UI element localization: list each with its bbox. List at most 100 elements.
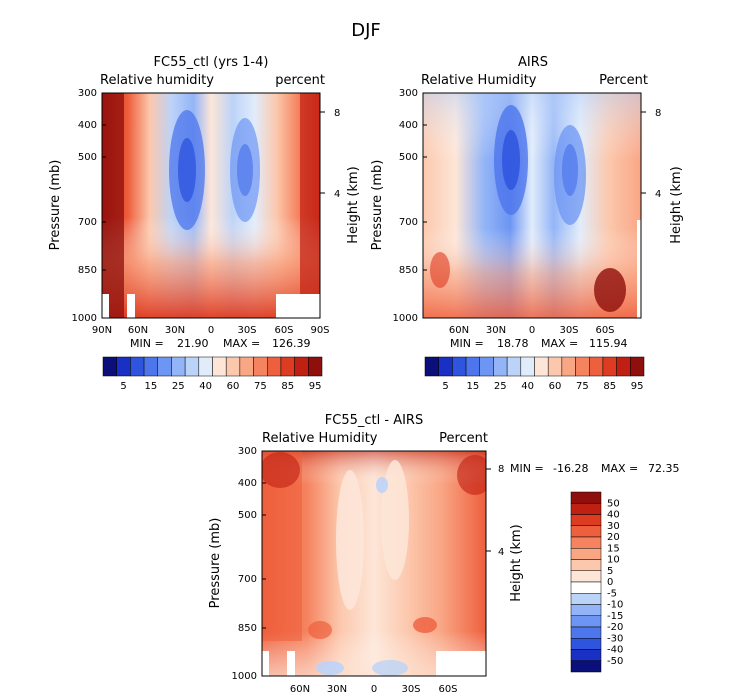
- colorbar-swatch: [570, 593, 602, 605]
- colorbar-swatch: [561, 356, 576, 377]
- panel-difference: FC55_ctl - AIRS Relative Humidity Percen…: [208, 413, 680, 695]
- colorbar-label: 15: [467, 381, 480, 392]
- panel-a-min-value: 21.90: [177, 337, 209, 350]
- colorbar-label: 95: [309, 381, 322, 392]
- panel-c-xtick: 0: [371, 684, 377, 695]
- panel-a-xtick: 60N: [128, 325, 148, 336]
- colorbar-swatch: [570, 649, 602, 661]
- panel-a-frame: [101, 92, 321, 319]
- colorbar-label: 5: [120, 381, 126, 392]
- panel-c-xtick: 60S: [438, 684, 457, 695]
- panel-a-ytick: 500: [78, 152, 97, 163]
- colorbar-label: 95: [631, 381, 644, 392]
- colorbar-swatch: [116, 356, 131, 377]
- colorbar-label: 75: [254, 381, 267, 392]
- panel-a-ytick: 1000: [72, 313, 97, 324]
- panel-c-ytick: 400: [238, 478, 257, 489]
- panel-c-max-label: MAX =: [601, 462, 638, 475]
- colorbar-label: 30: [607, 521, 620, 532]
- colorbar-swatch: [452, 356, 467, 377]
- panel-c-ytick: 300: [238, 446, 257, 457]
- panel-a-colorbar: 5 15 25 40 60 75 85 95: [102, 356, 323, 392]
- colorbar-swatch: [570, 615, 602, 628]
- panel-a-ytick-right: 8: [334, 108, 340, 119]
- panel-a-x-axis: 90N 60N 30N 0 30S 60S 90S: [92, 325, 330, 336]
- colorbar-label: 5: [442, 381, 448, 392]
- colorbar-swatch: [630, 356, 645, 377]
- panel-a-ytick: 300: [78, 88, 97, 99]
- colorbar-label: -20: [607, 622, 623, 633]
- panel-c-frame: [261, 450, 487, 677]
- panel-c-subtitle-left: Relative Humidity: [262, 431, 378, 446]
- colorbar-swatch: [570, 548, 602, 560]
- panel-b-x-axis: 60N 30N 0 30S 60S: [449, 325, 615, 336]
- panel-a-subtitle-left: Relative humidity: [100, 73, 214, 88]
- panel-a-xtick: 90S: [310, 325, 329, 336]
- panel-b-subtitle-right: Percent: [599, 73, 648, 88]
- panel-a-ylabel-right: Height (km): [346, 166, 361, 243]
- colorbar-label: -15: [607, 611, 623, 622]
- panel-a-ytick-right: 4: [334, 189, 340, 200]
- colorbar-swatch: [493, 356, 508, 377]
- panel-b-max-value: 115.94: [589, 337, 628, 350]
- colorbar-swatch: [520, 356, 535, 377]
- colorbar-swatch: [438, 356, 453, 377]
- colorbar-label: 75: [576, 381, 589, 392]
- colorbar-swatch: [308, 356, 323, 377]
- panel-a-max-value: 126.39: [272, 337, 311, 350]
- colorbar-swatch: [253, 356, 268, 377]
- panel-c-xtick: 60N: [290, 684, 310, 695]
- colorbar-swatch: [570, 559, 602, 571]
- panel-b-ytick: 1000: [393, 313, 418, 324]
- panel-b-ytick: 500: [399, 152, 418, 163]
- colorbar-swatch: [570, 626, 602, 639]
- panel-b-title: AIRS: [518, 55, 548, 70]
- panel-b-xtick: 60S: [595, 325, 614, 336]
- panel-b-ytick: 300: [399, 88, 418, 99]
- colorbar-label: 85: [281, 381, 294, 392]
- panel-c-y-axis: 300 400 500 700 850 1000: [232, 446, 266, 682]
- panel-c-xtick: 30S: [401, 684, 420, 695]
- colorbar-swatch: [547, 356, 563, 377]
- panel-a-y-axis: 300 400 500 700 850 1000: [72, 88, 106, 324]
- colorbar-swatch: [171, 356, 186, 377]
- colorbar-label: 15: [145, 381, 158, 392]
- colorbar-swatch: [570, 503, 602, 515]
- colorbar-swatch: [575, 356, 590, 377]
- panel-b-min-value: 18.78: [497, 337, 529, 350]
- colorbar-label: 40: [607, 510, 620, 521]
- panel-b-ylabel: Pressure (mb): [370, 160, 385, 251]
- colorbar-swatch: [225, 356, 241, 377]
- panel-b-min-label: MIN =: [450, 337, 484, 350]
- colorbar-label: 15: [607, 543, 620, 554]
- panel-b-frame: [422, 92, 642, 319]
- colorbar-swatch: [424, 356, 439, 377]
- colorbar-swatch: [280, 356, 295, 377]
- colorbar-label: -40: [607, 645, 623, 656]
- panel-b-colorbar: 5 15 25 40 60 75 85 95: [424, 356, 645, 392]
- panel-c-ytick: 700: [238, 574, 257, 585]
- colorbar-label: 60: [549, 381, 562, 392]
- panel-a-ytick: 400: [78, 120, 97, 131]
- panel-a-subtitle-right: percent: [275, 73, 325, 88]
- panel-b-y-axis: 300 400 500 700 850 1000: [393, 88, 427, 324]
- panel-b-xtick: 30N: [486, 325, 506, 336]
- colorbar-label: -10: [607, 600, 623, 611]
- panel-b-xtick: 30S: [559, 325, 578, 336]
- panel-c-ytick: 850: [238, 623, 257, 634]
- panel-c-ytick-right: 8: [498, 464, 504, 475]
- colorbar-swatch: [589, 356, 604, 377]
- colorbar-label: 40: [521, 381, 534, 392]
- panel-a-xtick: 30S: [237, 325, 256, 336]
- panel-c-ytick: 500: [238, 510, 257, 521]
- colorbar-label: 40: [199, 381, 212, 392]
- colorbar-label: -30: [607, 633, 623, 644]
- panel-b-ylabel-right: Height (km): [669, 166, 684, 243]
- panel-b-xtick: 60N: [449, 325, 469, 336]
- panel-c-max-value: 72.35: [648, 462, 680, 475]
- colorbar-swatch: [570, 514, 602, 526]
- colorbar-swatch: [602, 356, 617, 377]
- figure-title: DJF: [351, 20, 381, 41]
